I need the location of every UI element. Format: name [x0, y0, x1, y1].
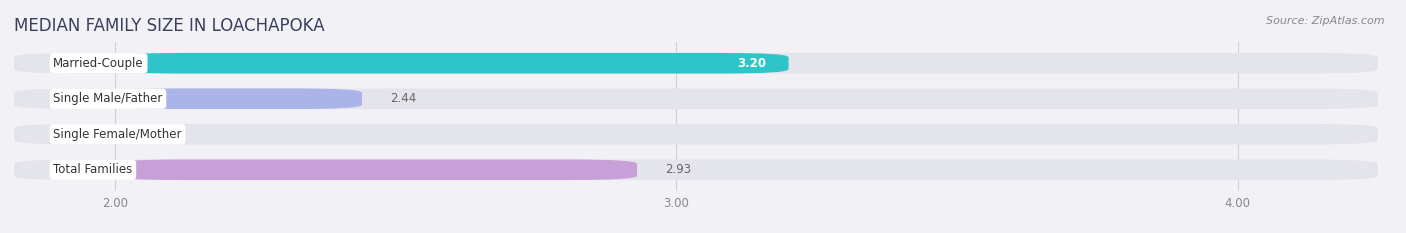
Text: 2.93: 2.93: [665, 163, 692, 176]
Text: 2.00: 2.00: [143, 128, 169, 141]
FancyBboxPatch shape: [115, 159, 637, 180]
Text: 2.44: 2.44: [389, 92, 416, 105]
FancyBboxPatch shape: [14, 159, 1378, 180]
Text: 3.20: 3.20: [737, 57, 766, 70]
Text: Married-Couple: Married-Couple: [53, 57, 143, 70]
Text: Single Male/Father: Single Male/Father: [53, 92, 163, 105]
FancyBboxPatch shape: [14, 53, 1378, 74]
Text: Source: ZipAtlas.com: Source: ZipAtlas.com: [1267, 16, 1385, 26]
Text: Single Female/Mother: Single Female/Mother: [53, 128, 181, 141]
FancyBboxPatch shape: [115, 89, 361, 109]
FancyBboxPatch shape: [14, 89, 1378, 109]
Text: MEDIAN FAMILY SIZE IN LOACHAPOKA: MEDIAN FAMILY SIZE IN LOACHAPOKA: [14, 17, 325, 35]
FancyBboxPatch shape: [115, 53, 789, 74]
FancyBboxPatch shape: [14, 124, 1378, 144]
Text: Total Families: Total Families: [53, 163, 132, 176]
